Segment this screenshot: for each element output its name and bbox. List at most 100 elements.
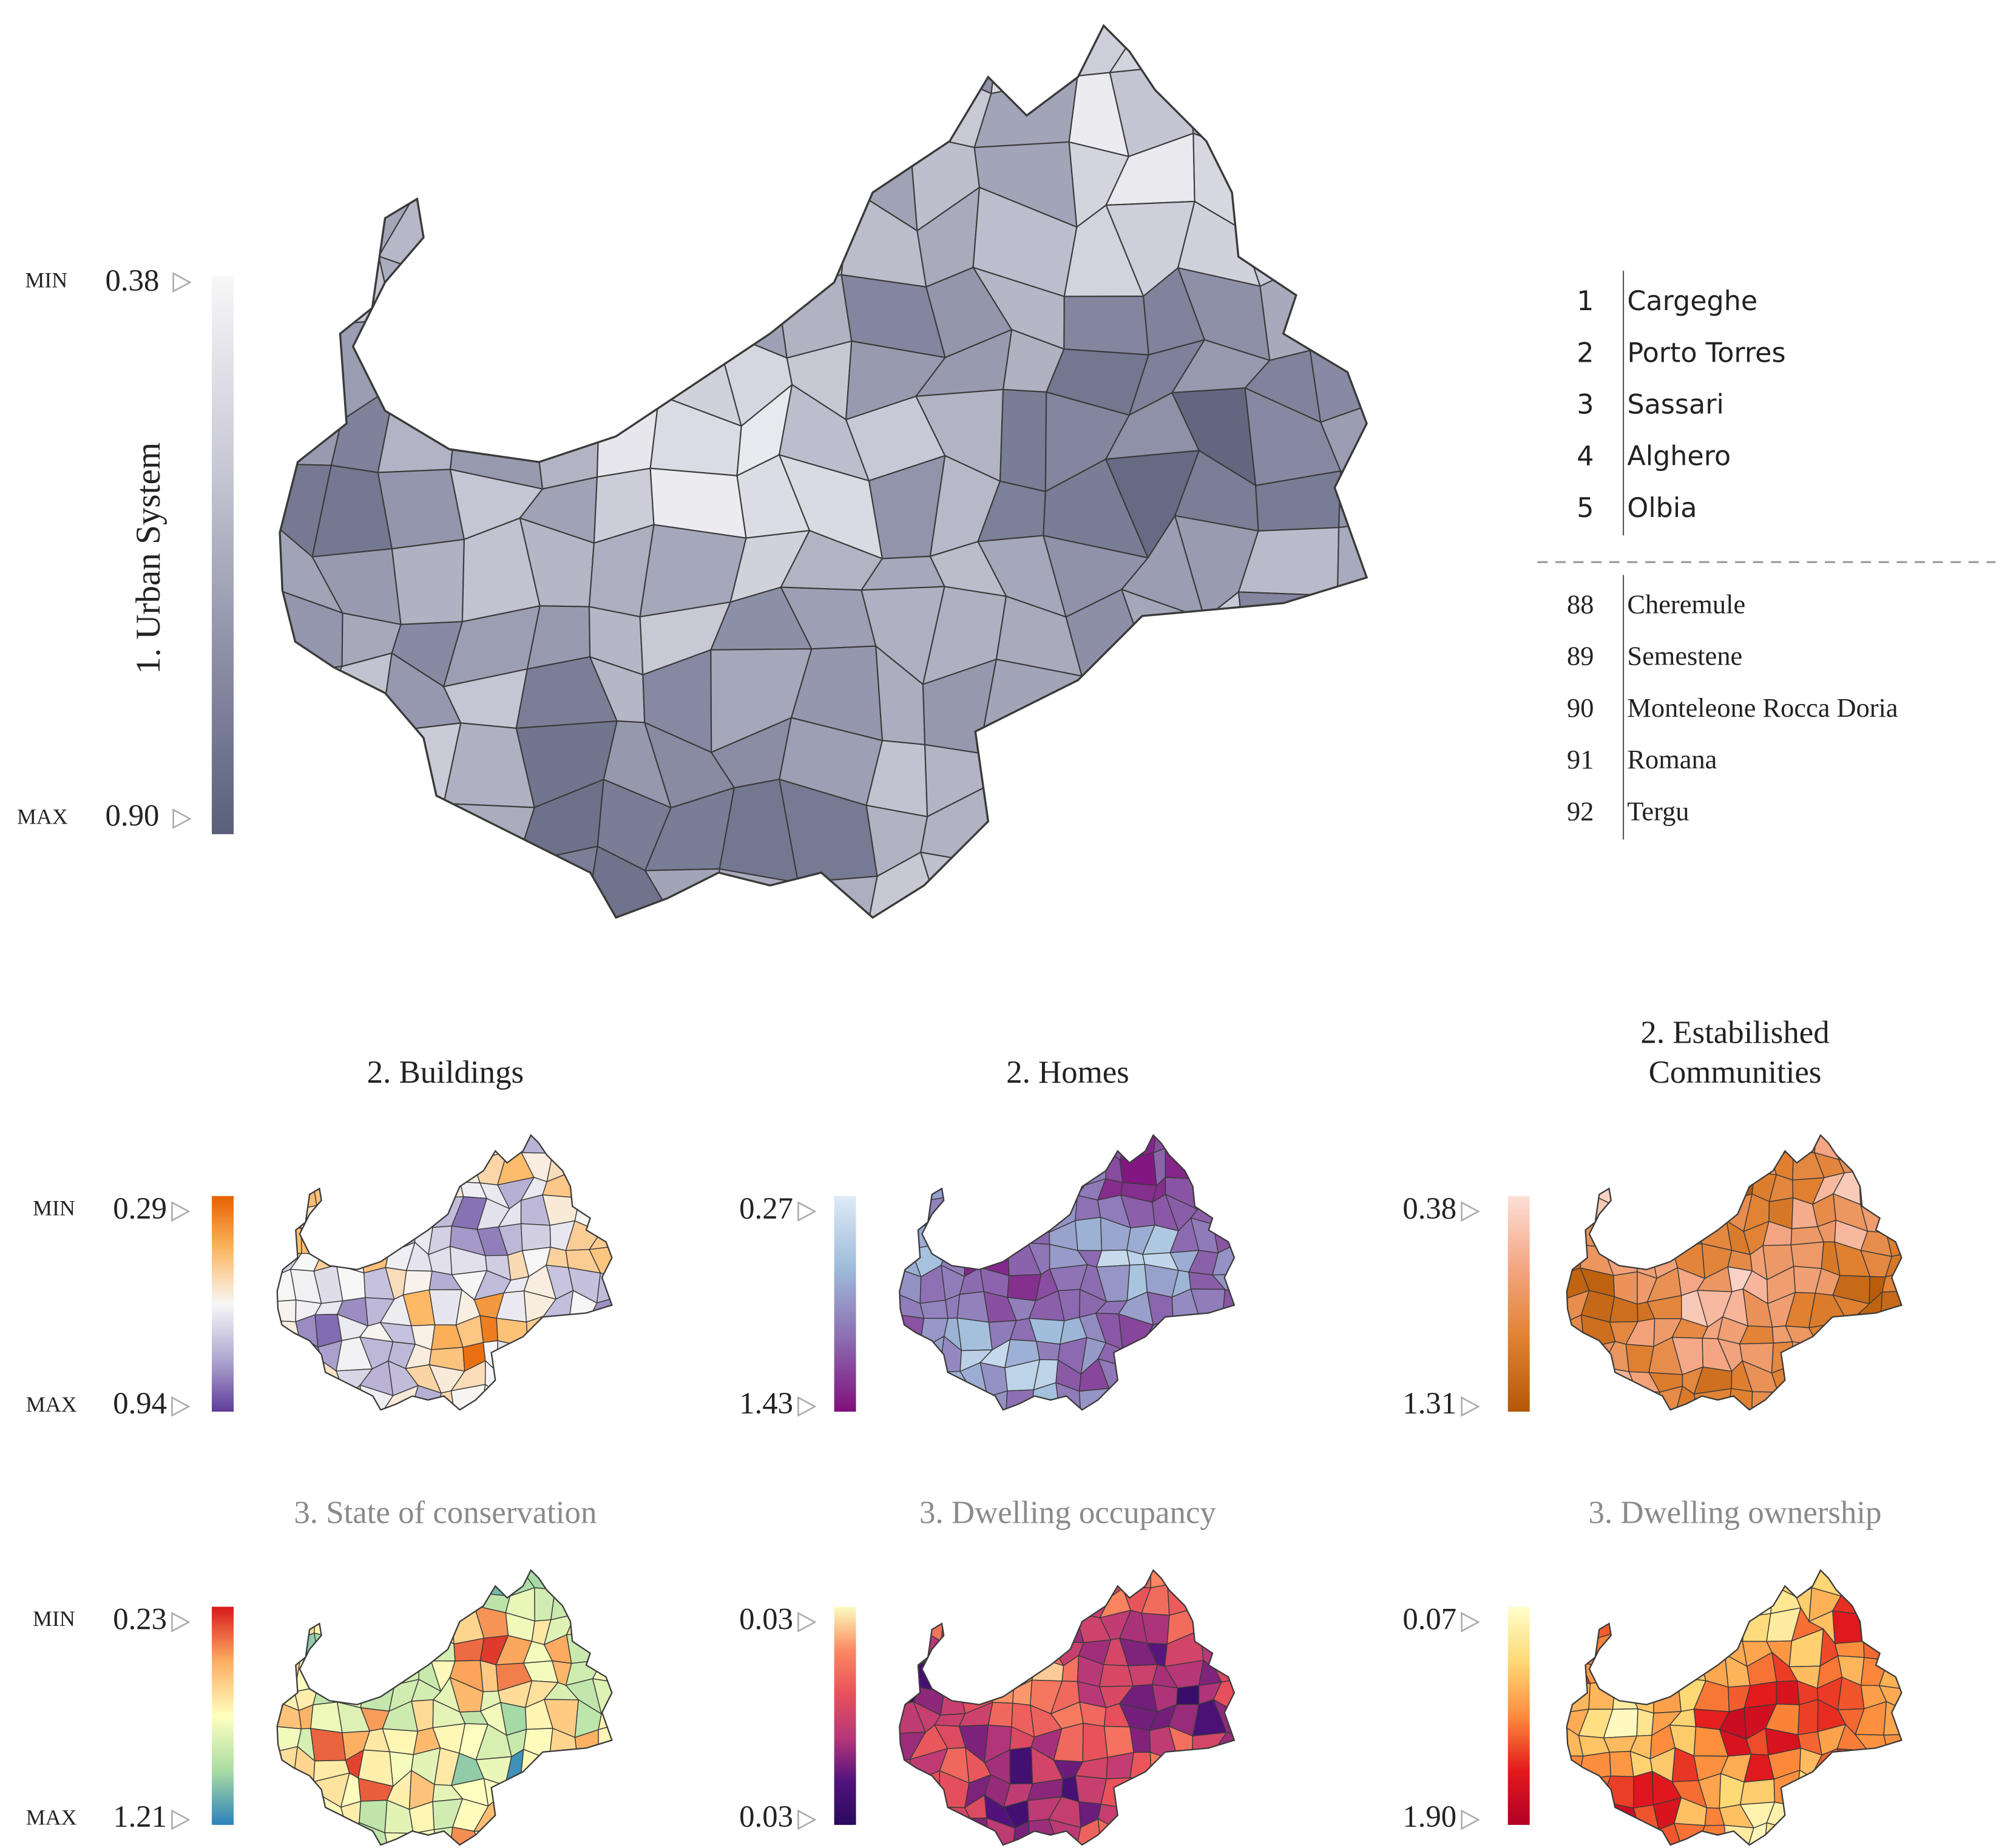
region <box>481 1383 509 1410</box>
region <box>1673 1823 1706 1845</box>
region <box>1740 1570 1774 1598</box>
region <box>438 1570 460 1597</box>
region <box>371 1135 396 1160</box>
pointer <box>797 1201 817 1222</box>
region <box>1791 1341 1819 1375</box>
region <box>1739 1135 1776 1154</box>
pointer <box>171 1201 191 1222</box>
region <box>380 1653 419 1686</box>
max-value: 1.90 <box>1402 1799 1456 1833</box>
region <box>899 1664 921 1691</box>
region <box>1148 1777 1176 1808</box>
region <box>592 1135 612 1159</box>
rank: 89 <box>1567 641 1594 671</box>
region <box>1566 1795 1589 1830</box>
region <box>899 1217 919 1253</box>
region <box>280 133 333 208</box>
region <box>592 25 680 101</box>
region <box>705 139 800 203</box>
region <box>1302 157 1367 201</box>
region <box>1812 1342 1840 1375</box>
region <box>1193 1584 1222 1608</box>
region <box>1858 1365 1895 1399</box>
region <box>280 851 333 918</box>
region <box>1007 1274 1042 1302</box>
region <box>409 1196 435 1229</box>
pointer <box>797 1611 817 1633</box>
region <box>1191 1135 1225 1154</box>
region <box>277 1781 300 1798</box>
region <box>385 1135 414 1160</box>
region <box>1186 25 1257 93</box>
pointer <box>171 1611 191 1633</box>
region <box>1673 1135 1697 1159</box>
region <box>506 1135 526 1154</box>
region <box>1883 1170 1902 1210</box>
region <box>912 1335 945 1373</box>
region <box>1581 1582 1604 1622</box>
region <box>392 1570 419 1592</box>
region <box>1581 1795 1606 1830</box>
rank: 1 <box>1577 286 1594 317</box>
region <box>428 1605 455 1645</box>
region <box>1591 1135 1605 1163</box>
max-label: MAX <box>26 1392 77 1416</box>
map-outline <box>279 24 1368 919</box>
panel-title: 3. Dwelling occupancy <box>919 1495 1216 1530</box>
region <box>1726 1135 1756 1154</box>
max-label: MAX <box>26 1806 77 1830</box>
region <box>1655 1194 1681 1232</box>
region <box>982 1226 1009 1251</box>
region <box>1244 777 1350 875</box>
region <box>1141 1338 1171 1370</box>
region <box>334 1135 373 1161</box>
region <box>1566 1779 1583 1809</box>
region <box>570 1756 601 1784</box>
region <box>899 1200 924 1226</box>
region <box>449 1135 487 1162</box>
region <box>936 1653 967 1693</box>
region <box>570 1780 601 1803</box>
region <box>1197 1179 1224 1210</box>
region <box>280 799 344 860</box>
rank: 4 <box>1577 441 1594 472</box>
region <box>590 1313 612 1351</box>
region <box>407 1605 431 1644</box>
region <box>1623 1652 1656 1691</box>
region <box>979 1172 1014 1200</box>
region <box>1840 1570 1868 1597</box>
region <box>1167 1570 1195 1585</box>
region <box>1720 1149 1756 1185</box>
region <box>1061 1570 1077 1594</box>
region <box>1625 1200 1659 1225</box>
region <box>277 1746 299 1784</box>
region <box>958 1660 995 1688</box>
region <box>1566 1636 1593 1664</box>
main-title: 1. Urban System <box>129 442 167 674</box>
region <box>1145 1385 1180 1410</box>
region <box>1302 197 1367 279</box>
region <box>1856 1386 1893 1410</box>
region <box>1103 1725 1134 1758</box>
region <box>1032 1629 1065 1667</box>
pointer <box>172 272 192 293</box>
region <box>1211 1824 1234 1845</box>
region <box>570 1135 595 1159</box>
region <box>1326 595 1367 674</box>
region <box>545 1796 578 1828</box>
region <box>359 1636 388 1669</box>
region <box>1566 1135 1594 1157</box>
region <box>601 1341 612 1375</box>
region <box>496 1359 521 1398</box>
region <box>1695 1153 1727 1185</box>
region <box>1601 1582 1638 1620</box>
min-value: 0.27 <box>739 1191 793 1225</box>
region <box>1216 1339 1234 1375</box>
region <box>1653 1652 1685 1689</box>
region <box>1322 720 1367 783</box>
region <box>655 64 744 155</box>
region <box>1052 1586 1077 1614</box>
region <box>360 1585 395 1611</box>
region <box>1302 873 1367 918</box>
region <box>1566 1682 1591 1714</box>
